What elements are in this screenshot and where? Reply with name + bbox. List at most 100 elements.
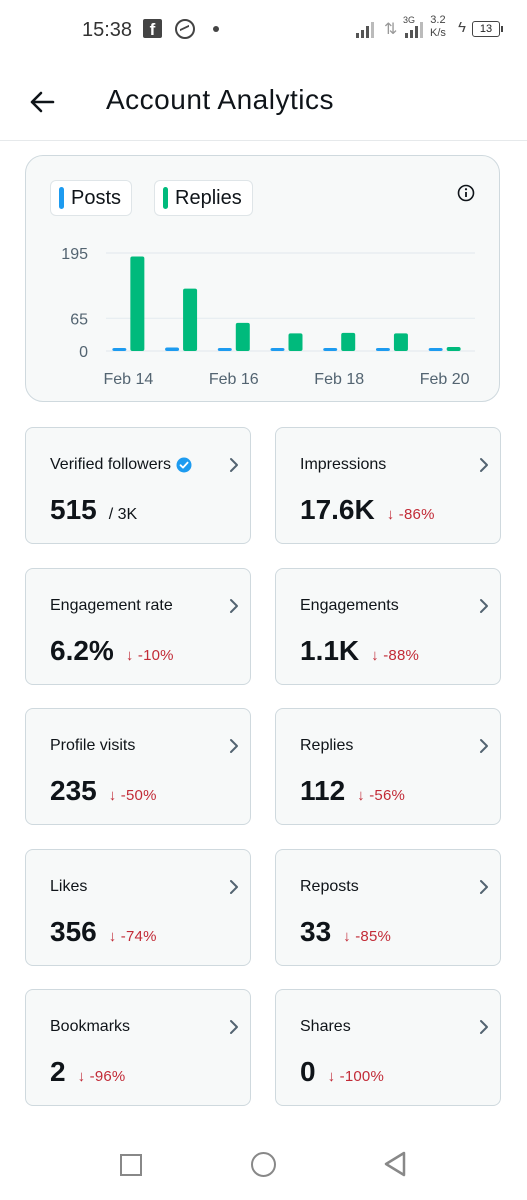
messenger-icon bbox=[175, 19, 195, 39]
chevron-right-icon bbox=[230, 598, 238, 613]
posts-swatch bbox=[59, 187, 64, 209]
network-speed-unit: K/s bbox=[430, 27, 446, 39]
metric-value-row: 0 ↓ -100% bbox=[300, 1056, 384, 1088]
chevron-right-icon bbox=[230, 458, 238, 472]
metric-change: ↓ -96% bbox=[77, 1068, 126, 1085]
legend-posts[interactable]: Posts bbox=[50, 180, 133, 216]
metric-value-row: 33 ↓ -85% bbox=[300, 916, 391, 948]
verified-badge-icon bbox=[176, 457, 192, 473]
battery-level: 13 bbox=[472, 21, 503, 37]
metric-value-row: 112 ↓ -56% bbox=[300, 775, 405, 807]
chevron-right-icon bbox=[230, 1020, 238, 1034]
metric-label-text: Profile visits bbox=[50, 737, 136, 754]
status-time: 15:38 bbox=[82, 19, 133, 41]
metric-value-row: 2 ↓ -96% bbox=[50, 1056, 125, 1088]
metric-label-text: Engagements bbox=[300, 596, 399, 614]
replies-bar[interactable] bbox=[446, 346, 461, 351]
x-tick-label: Feb 18 bbox=[314, 371, 364, 388]
chevron-right-icon bbox=[230, 739, 238, 753]
posts-bar[interactable] bbox=[217, 347, 232, 351]
metric-label: Bookmarks bbox=[50, 1018, 130, 1036]
replies-swatch bbox=[163, 187, 168, 209]
y-tick-label: 195 bbox=[61, 246, 88, 263]
metric-value: 2 bbox=[50, 1056, 66, 1087]
circle-home-icon[interactable] bbox=[251, 1152, 276, 1177]
replies-bar[interactable] bbox=[130, 256, 145, 351]
metric-value-row: 235 ↓ -50% bbox=[50, 775, 157, 807]
metric-label: Engagements bbox=[300, 597, 399, 615]
charging-icon: ϟ bbox=[458, 19, 466, 36]
metric-label: Reposts bbox=[300, 878, 359, 896]
metric-label: Likes bbox=[50, 878, 87, 896]
metric-card-impressions[interactable]: Impressions 17.6K ↓ -86% bbox=[275, 427, 501, 544]
bar-chart: 0 65 195 Feb 14 Feb 16 Feb 18 Feb 20 bbox=[61, 246, 475, 388]
replies-bar[interactable] bbox=[183, 288, 198, 351]
posts-bar[interactable] bbox=[375, 348, 390, 351]
chevron-right-icon bbox=[480, 739, 488, 753]
metric-value: 0 bbox=[300, 1056, 316, 1087]
network-speed: 3.2 K/s bbox=[430, 14, 446, 40]
chart-card: Posts Replies 0 65 195 Feb 14 Feb 16 Feb 18 Fe… bbox=[25, 155, 500, 402]
arrow-left-icon bbox=[30, 91, 55, 113]
chevron-right-icon bbox=[230, 879, 238, 894]
chevron-right-icon bbox=[480, 879, 488, 894]
data-transfer-icon: ⇅ bbox=[384, 21, 398, 38]
metric-label-text: Shares bbox=[300, 1018, 351, 1035]
replies-bar[interactable] bbox=[341, 332, 356, 351]
metric-label-text: Engagement rate bbox=[50, 596, 173, 614]
metric-value: 356 bbox=[50, 915, 97, 947]
metric-label-text: Likes bbox=[50, 877, 88, 895]
metric-value: 1.1K bbox=[300, 634, 360, 666]
metric-card-reposts[interactable]: Reposts 33 ↓ -85% bbox=[275, 848, 501, 966]
metric-card-shares[interactable]: Shares 0 ↓ -100% bbox=[275, 989, 501, 1106]
replies-bar[interactable] bbox=[235, 322, 250, 351]
metric-change: ↓ -10% bbox=[125, 646, 174, 664]
posts-bar[interactable] bbox=[270, 348, 285, 351]
posts-bar[interactable] bbox=[165, 347, 180, 351]
metric-value-row: 515 / 3K bbox=[50, 494, 137, 526]
metric-value: 235 bbox=[50, 775, 97, 806]
metric-card-engagement-rate[interactable]: Engagement rate 6.2% ↓ -10% bbox=[25, 567, 251, 685]
metric-value: 33 bbox=[300, 915, 332, 947]
replies-bar[interactable] bbox=[288, 333, 303, 351]
legend-replies[interactable]: Replies bbox=[154, 180, 253, 216]
chevron-right-icon bbox=[480, 598, 488, 613]
metric-card-replies[interactable]: Replies 112 ↓ -56% bbox=[275, 708, 501, 825]
metric-card-profile-visits[interactable]: Profile visits 235 ↓ -50% bbox=[25, 708, 251, 825]
metric-label: Shares bbox=[300, 1018, 351, 1036]
metric-label-text: Impressions bbox=[300, 456, 387, 473]
metric-label: Engagement rate bbox=[50, 597, 173, 615]
posts-bar[interactable] bbox=[428, 348, 443, 351]
metric-label: Verified followers bbox=[50, 456, 192, 474]
triangle-back-icon[interactable] bbox=[383, 1150, 407, 1178]
metric-change: ↓ -86% bbox=[386, 506, 435, 523]
page-title: Account Analytics bbox=[106, 84, 334, 115]
metric-card-verified-followers[interactable]: Verified followers 515 / 3K bbox=[25, 427, 251, 544]
posts-bar[interactable] bbox=[323, 348, 338, 351]
back-button[interactable] bbox=[22, 82, 62, 122]
posts-bar[interactable] bbox=[112, 348, 127, 351]
metric-value-row: 6.2% ↓ -10% bbox=[50, 635, 174, 667]
network-speed-value: 3.2 bbox=[430, 14, 446, 26]
metric-card-bookmarks[interactable]: Bookmarks 2 ↓ -96% bbox=[25, 989, 251, 1106]
metric-total: / 3K bbox=[108, 506, 138, 523]
square-recents-icon[interactable] bbox=[120, 1154, 142, 1176]
status-bar: 15:38 f ⇅ 3G 3.2 K/s ϟ 13 bbox=[0, 0, 527, 62]
network-type: 3G bbox=[403, 15, 416, 25]
metric-value: 515 bbox=[50, 494, 97, 525]
x-tick-label: Feb 16 bbox=[209, 371, 259, 388]
legend-replies-label: Replies bbox=[175, 186, 242, 209]
metric-value-row: 356 ↓ -74% bbox=[50, 916, 157, 948]
replies-bar[interactable] bbox=[393, 333, 408, 351]
info-icon[interactable] bbox=[457, 184, 475, 202]
metric-card-engagements[interactable]: Engagements 1.1K ↓ -88% bbox=[275, 567, 501, 685]
y-tick-label: 0 bbox=[79, 344, 88, 361]
chevron-right-icon bbox=[480, 1020, 488, 1034]
metric-change: ↓ -88% bbox=[371, 646, 420, 664]
system-nav-bar bbox=[0, 1130, 527, 1200]
x-tick-label: Feb 14 bbox=[103, 371, 153, 388]
x-tick-label: Feb 20 bbox=[420, 371, 470, 388]
metric-label-text: Reposts bbox=[300, 877, 359, 895]
metric-change: ↓ -100% bbox=[327, 1068, 385, 1085]
metric-card-likes[interactable]: Likes 356 ↓ -74% bbox=[25, 848, 251, 966]
